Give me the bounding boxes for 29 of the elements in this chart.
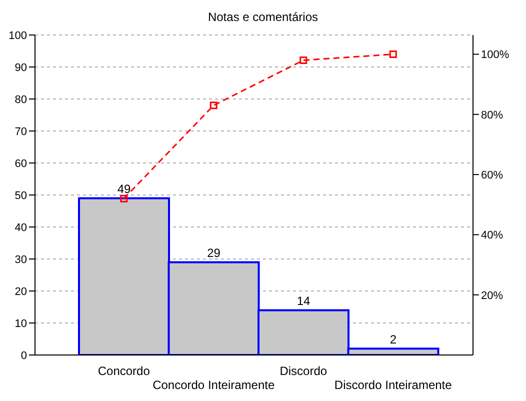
y2-tick-label: 100% xyxy=(481,49,510,62)
y-tick-label: 60 xyxy=(14,158,27,170)
chart-title: Notas e comentários xyxy=(206,9,320,26)
point xyxy=(210,102,218,110)
data-label: 49 xyxy=(117,182,131,196)
point xyxy=(300,56,308,64)
x-tick-label: Discordo xyxy=(280,364,328,378)
y-tick-label: 10 xyxy=(14,318,27,330)
y-tick-label: 0 xyxy=(20,350,27,362)
y-tick-label: 30 xyxy=(14,254,27,266)
point xyxy=(389,50,397,58)
data-label: 29 xyxy=(207,246,221,260)
data-label: 14 xyxy=(296,294,310,308)
y-tick-label: 100 xyxy=(8,30,27,42)
y-tick-label: 80 xyxy=(14,94,27,106)
x-tick-label: Concordo xyxy=(98,364,150,378)
data-label: 2 xyxy=(390,332,397,347)
y2-tick-label: 80% xyxy=(481,109,504,122)
y2-tick-label: 40% xyxy=(481,230,504,242)
y2-tick-label: 20% xyxy=(481,290,504,302)
y-tick-label: 20 xyxy=(14,286,27,298)
y-tick-label: 90 xyxy=(14,62,27,74)
y-tick-label: 50 xyxy=(14,190,27,202)
point xyxy=(120,194,128,202)
y-tick-label: 70 xyxy=(14,126,27,138)
x-tick-label: Concordo Inteiramente xyxy=(152,378,275,392)
y2-tick-label: 60% xyxy=(481,169,504,182)
x-tick-label: Discordo Inteiramente xyxy=(334,378,452,392)
y-tick-label: 40 xyxy=(14,222,27,234)
